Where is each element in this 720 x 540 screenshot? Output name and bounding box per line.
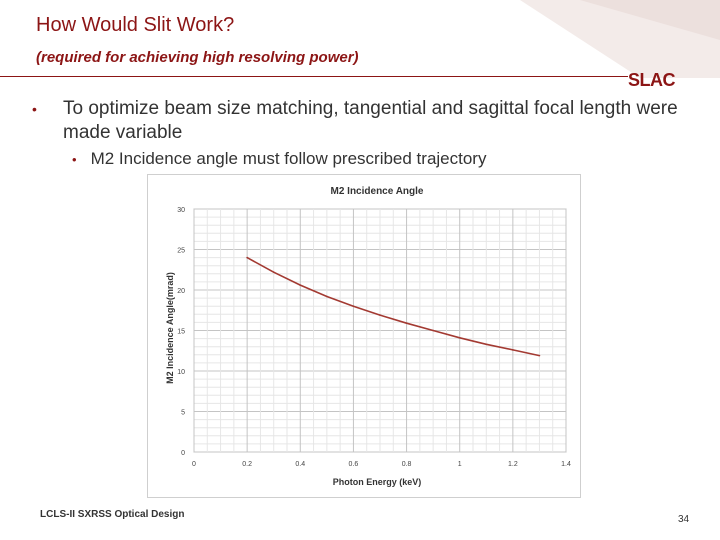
corner-decoration <box>520 0 720 78</box>
data-point <box>246 256 248 259</box>
bullet-sub-text: M2 Incidence angle must follow prescribe… <box>90 149 487 168</box>
y-tick-label: 0 <box>181 450 185 457</box>
data-point <box>272 271 275 273</box>
data-point <box>432 329 434 332</box>
y-tick-label: 15 <box>177 329 185 336</box>
chart-title: M2 Incidence Angle <box>331 186 424 197</box>
x-tick-label: 0.2 <box>242 461 252 468</box>
bullet-dot-icon: • <box>72 152 77 167</box>
data-point <box>512 349 514 351</box>
data-point <box>405 322 408 325</box>
bullet-sub: • M2 Incidence angle must follow prescrib… <box>72 149 486 169</box>
x-tick-label: 1.4 <box>561 461 571 468</box>
data-point <box>538 354 541 357</box>
bullet-main: • To optimize beam size matching, tangen… <box>32 97 682 145</box>
footer-text: LCLS-II SXRSS Optical Design <box>40 509 185 520</box>
x-tick-label: 0 <box>192 461 196 468</box>
data-point <box>352 305 355 307</box>
slide-title: How Would Slit Work? <box>36 14 235 36</box>
slide-subtitle: (required for achieving high resolving p… <box>36 49 359 66</box>
bullet-dot-icon: • <box>32 101 37 117</box>
data-point <box>379 314 381 316</box>
data-point <box>299 284 302 286</box>
y-tick-label: 20 <box>177 288 185 295</box>
page-number: 34 <box>678 514 690 525</box>
x-tick-label: 1 <box>458 461 462 468</box>
incidence-angle-chart: M2 Incidence Angle Photon Energy (keV) M… <box>148 175 580 497</box>
x-tick-label: 0.8 <box>402 461 412 468</box>
bullet-main-text: To optimize beam size matching, tangenti… <box>63 98 678 143</box>
y-axis-label: M2 Incidence Angle(mrad) <box>165 272 175 384</box>
chart-container: M2 Incidence Angle Photon Energy (keV) M… <box>147 174 581 498</box>
x-tick-label: 1.2 <box>508 461 518 468</box>
x-tick-label: 0.6 <box>349 461 359 468</box>
y-tick-label: 30 <box>177 207 185 214</box>
slac-logo: SLAC <box>628 70 676 90</box>
data-point <box>458 336 461 339</box>
series-line <box>246 256 540 357</box>
x-tick-label: 0.4 <box>295 461 305 468</box>
y-tick-label: 5 <box>181 410 185 417</box>
y-tick-label: 25 <box>177 248 185 255</box>
data-point <box>326 295 328 298</box>
x-axis-label: Photon Energy (keV) <box>333 477 422 487</box>
title-divider <box>0 76 628 77</box>
y-tick-label: 10 <box>177 369 185 376</box>
data-point <box>485 343 488 346</box>
